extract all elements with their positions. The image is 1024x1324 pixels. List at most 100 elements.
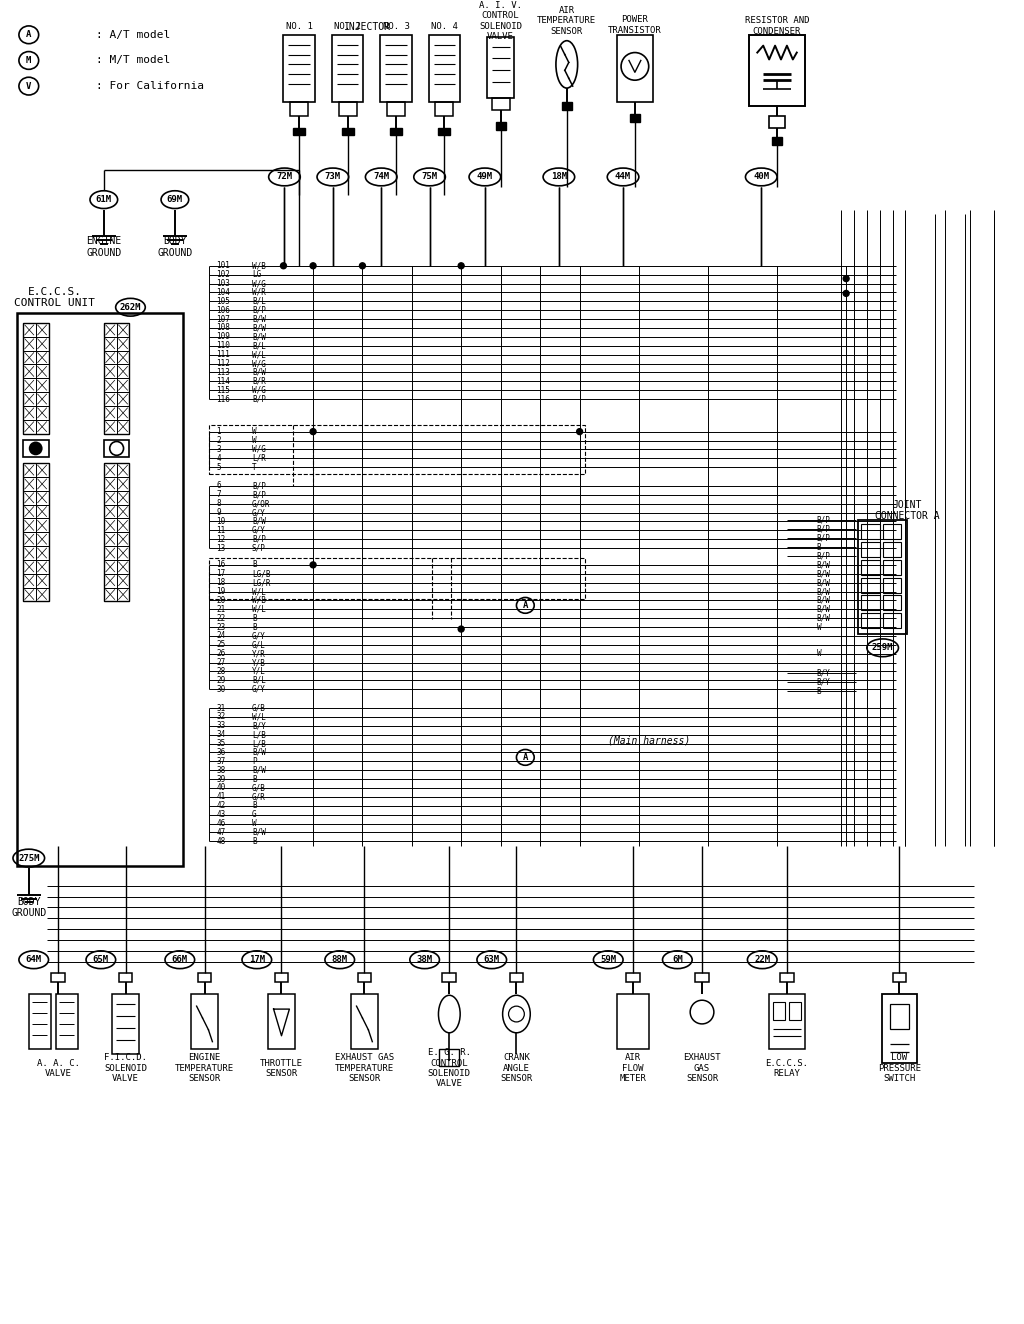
- Bar: [883, 560, 901, 575]
- Text: 48: 48: [216, 837, 225, 846]
- Text: B/R: B/R: [252, 377, 266, 385]
- Text: LOW
PRESSURE
SWITCH: LOW PRESSURE SWITCH: [878, 1054, 921, 1083]
- Text: B: B: [252, 801, 256, 810]
- Text: 105: 105: [216, 297, 230, 306]
- Bar: [103, 504, 117, 519]
- Text: B/W: B/W: [252, 332, 266, 342]
- Text: 38M: 38M: [417, 955, 433, 964]
- Text: A. A. C.
VALVE: A. A. C. VALVE: [37, 1059, 80, 1078]
- Text: 17M: 17M: [249, 955, 265, 964]
- Bar: [103, 392, 117, 406]
- Circle shape: [843, 275, 849, 282]
- Text: Y/L: Y/L: [252, 667, 266, 677]
- Text: ENGINE
TEMPERATURE
SENSOR: ENGINE TEMPERATURE SENSOR: [175, 1054, 234, 1083]
- Bar: [861, 596, 880, 610]
- Text: V: V: [26, 82, 32, 90]
- Text: 102: 102: [216, 270, 230, 279]
- Text: 32: 32: [216, 712, 225, 722]
- Text: EXHAUST GAS
TEMPERATURE
SENSOR: EXHAUST GAS TEMPERATURE SENSOR: [335, 1054, 394, 1083]
- Text: 116: 116: [216, 395, 230, 404]
- Text: B/Y: B/Y: [252, 722, 266, 731]
- Text: B/P: B/P: [252, 395, 266, 404]
- Bar: [23, 477, 36, 491]
- Text: EXHAUST
GAS
SENSOR: EXHAUST GAS SENSOR: [683, 1054, 721, 1083]
- Bar: [562, 102, 571, 110]
- Bar: [36, 532, 48, 545]
- Bar: [23, 463, 36, 477]
- Bar: [103, 545, 117, 560]
- Text: W/B: W/B: [252, 596, 266, 605]
- Text: 40M: 40M: [754, 172, 769, 181]
- Bar: [117, 545, 129, 560]
- Text: W: W: [252, 820, 256, 828]
- Text: 115: 115: [216, 385, 230, 395]
- Bar: [23, 532, 36, 545]
- Bar: [23, 406, 36, 420]
- Text: 18M: 18M: [551, 172, 567, 181]
- Text: B/L: B/L: [252, 342, 266, 351]
- Text: B/W: B/W: [816, 579, 830, 587]
- Bar: [788, 1002, 801, 1019]
- Text: W: W: [816, 622, 821, 632]
- Text: 12: 12: [216, 535, 225, 544]
- Bar: [23, 392, 36, 406]
- Text: 11: 11: [216, 526, 225, 535]
- Text: B: B: [252, 837, 256, 846]
- Text: LG/B: LG/B: [252, 569, 270, 579]
- Text: 73M: 73M: [325, 172, 341, 181]
- Bar: [36, 504, 48, 519]
- Bar: [23, 519, 36, 532]
- Text: W/G: W/G: [252, 385, 266, 395]
- Bar: [103, 379, 117, 392]
- Bar: [617, 994, 649, 1049]
- Bar: [23, 573, 36, 588]
- Bar: [23, 379, 36, 392]
- Text: 37: 37: [216, 757, 225, 765]
- Bar: [117, 406, 129, 420]
- Text: E. G. R.
CONTROL
SOLENOID
VALVE: E. G. R. CONTROL SOLENOID VALVE: [428, 1049, 471, 1088]
- Bar: [23, 504, 36, 519]
- Bar: [772, 138, 782, 146]
- Bar: [36, 519, 48, 532]
- Text: B/P: B/P: [252, 490, 266, 499]
- Bar: [103, 323, 117, 336]
- Text: 5: 5: [216, 462, 221, 471]
- Bar: [36, 392, 48, 406]
- Text: 47: 47: [216, 828, 225, 837]
- Text: S/P: S/P: [252, 544, 266, 552]
- Text: W/L: W/L: [252, 350, 266, 359]
- Text: LG: LG: [252, 270, 261, 279]
- Text: W/L: W/L: [252, 605, 266, 614]
- Text: B/W: B/W: [816, 569, 830, 579]
- Text: AIR
FLOW
METER: AIR FLOW METER: [620, 1054, 646, 1083]
- Text: 104: 104: [216, 287, 230, 297]
- Bar: [626, 973, 640, 982]
- Text: 112: 112: [216, 359, 230, 368]
- Text: B/L: B/L: [252, 297, 266, 306]
- Text: 27: 27: [216, 658, 225, 667]
- Text: BODY
GROUND: BODY GROUND: [158, 236, 193, 258]
- Bar: [56, 994, 78, 1049]
- Bar: [36, 406, 48, 420]
- Text: 6M: 6M: [672, 955, 683, 964]
- Text: 22M: 22M: [754, 955, 770, 964]
- Bar: [23, 420, 36, 433]
- Text: G/Y: G/Y: [252, 685, 266, 694]
- Bar: [442, 973, 457, 982]
- Text: 2: 2: [216, 436, 221, 445]
- Text: G/R: G/R: [252, 792, 266, 801]
- Bar: [284, 34, 315, 102]
- Text: 4: 4: [216, 454, 221, 463]
- Bar: [773, 1002, 785, 1019]
- Text: 107: 107: [216, 315, 230, 323]
- Text: 24: 24: [216, 632, 225, 641]
- Text: B/W: B/W: [816, 596, 830, 605]
- Text: 75M: 75M: [422, 172, 437, 181]
- Bar: [23, 545, 36, 560]
- Text: 103: 103: [216, 279, 230, 289]
- Text: Y/B: Y/B: [252, 658, 266, 667]
- Bar: [883, 543, 901, 557]
- Text: NO. 3: NO. 3: [383, 23, 410, 32]
- Text: 74M: 74M: [373, 172, 389, 181]
- Text: : M/T model: : M/T model: [96, 56, 170, 65]
